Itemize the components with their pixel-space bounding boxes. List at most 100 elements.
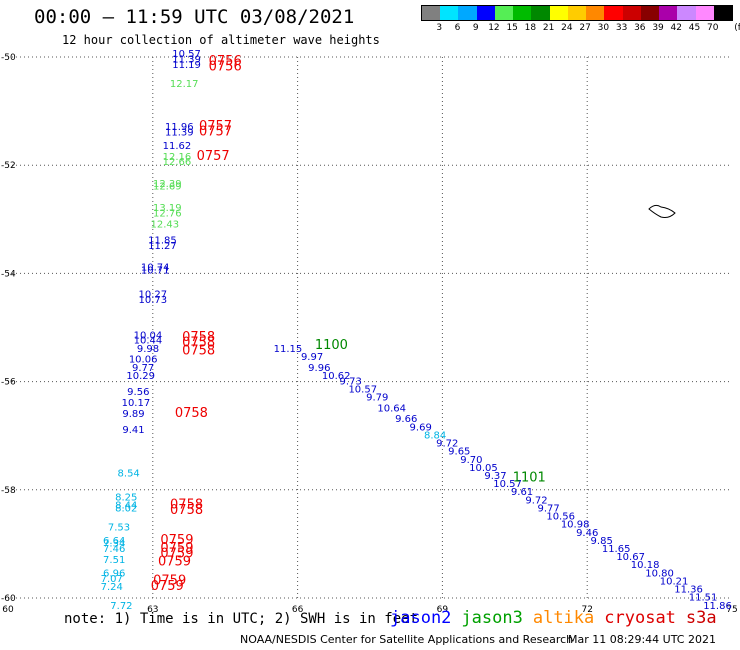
wave-height-label: 9.96 xyxy=(308,363,330,374)
wave-height-label: 11.65 xyxy=(602,544,631,555)
chart-title: 00:00 — 11:59 UTC 03/08/2021 xyxy=(34,6,355,28)
time-label: 0759 xyxy=(151,579,184,594)
legend-swatch xyxy=(622,6,641,20)
wave-height-label: 10.57 xyxy=(493,479,522,490)
wave-height-label: 9.69 xyxy=(410,422,432,433)
legend-label: 3 xyxy=(436,23,443,33)
time-label: 0759 xyxy=(153,573,186,588)
wave-height-label: 7.51 xyxy=(103,555,125,566)
wave-height-label: 11.15 xyxy=(274,344,303,355)
wave-height-label: 9.46 xyxy=(576,528,598,539)
legend-label: 36 xyxy=(634,23,646,33)
legend-swatch xyxy=(549,6,568,20)
wave-height-label: 9.72 xyxy=(436,439,458,450)
wave-height-label: 7.53 xyxy=(108,522,130,533)
wave-height-label: 10.98 xyxy=(561,520,590,531)
wave-height-label: 9.65 xyxy=(448,447,470,458)
wave-height-label: 7.46 xyxy=(103,544,125,555)
wave-height-label: 11.39 xyxy=(172,54,201,65)
wave-height-label: 9.97 xyxy=(301,352,323,363)
satellite-name: cryosat xyxy=(604,608,676,628)
legend-swatch xyxy=(713,6,732,20)
legend-swatch xyxy=(422,6,441,20)
time-label: 1101 xyxy=(513,471,546,486)
wave-height-label: 10.71 xyxy=(141,265,170,276)
legend-label: 27 xyxy=(579,23,591,33)
time-label: 0758 xyxy=(170,503,203,518)
satellite-name: altika xyxy=(532,608,595,628)
wave-height-label: 12.39 xyxy=(153,179,182,190)
wave-height-label: 9.72 xyxy=(525,495,547,506)
x-tick-label: 69 xyxy=(437,605,449,615)
wave-height-label: 9.98 xyxy=(137,344,159,355)
wave-height-label: 12.76 xyxy=(153,209,182,220)
y-tick-label: -52 xyxy=(1,161,16,171)
wave-height-label: 11.96 xyxy=(165,122,194,133)
wave-height-label: 8.02 xyxy=(115,503,137,514)
legend-label: 39 xyxy=(652,23,664,33)
legend-label: 21 xyxy=(542,23,555,33)
wave-height-label: 10.21 xyxy=(660,576,689,587)
legend-label: 24 xyxy=(561,23,573,33)
time-label: 0758 xyxy=(170,498,203,513)
wave-height-label: 10.80 xyxy=(645,568,674,579)
wave-height-label: 10.74 xyxy=(141,263,170,274)
x-tick-label: 72 xyxy=(581,605,592,615)
wave-height-label: 10.17 xyxy=(122,398,151,409)
time-label: 0756 xyxy=(209,54,242,69)
time-label: 0759 xyxy=(160,546,193,561)
time-label: 0759 xyxy=(158,555,191,570)
legend-swatch xyxy=(458,6,477,20)
wave-height-label: 11.51 xyxy=(689,593,718,604)
wave-height-label: 12.69 xyxy=(153,182,182,193)
time-label: 0758 xyxy=(182,344,215,359)
wave-height-label: 10.57 xyxy=(172,49,201,60)
wave-height-label: 10.56 xyxy=(546,512,575,523)
wave-height-label: 10.05 xyxy=(469,463,498,474)
wave-height-label: 6.96 xyxy=(103,568,125,579)
generated-timestamp: Mar 11 08:29:44 UTC 2021 xyxy=(568,633,716,646)
wave-height-label: 10.62 xyxy=(322,371,351,382)
time-label: 0758 xyxy=(182,335,215,350)
wave-height-label: 9.89 xyxy=(122,409,144,420)
legend-label: 9 xyxy=(472,23,479,33)
wave-height-label: 12.43 xyxy=(151,219,180,230)
wave-height-label: 10.29 xyxy=(126,371,155,382)
wave-height-label: 7.07 xyxy=(101,574,123,585)
wave-height-label: 9.70 xyxy=(460,455,482,466)
time-label: 0758 xyxy=(175,406,208,421)
wave-height-label: 12.17 xyxy=(170,79,199,90)
wave-height-label: 9.61 xyxy=(511,487,533,498)
legend-swatch xyxy=(440,6,459,20)
legend-swatch xyxy=(640,6,660,20)
wave-height-label: 7.72 xyxy=(110,601,132,612)
time-label: 0757 xyxy=(199,119,232,134)
wave-height-label: 11.36 xyxy=(674,585,703,596)
wave-height-label: 8.84 xyxy=(424,430,446,441)
wave-height-label: 11.39 xyxy=(165,127,194,138)
wave-height-label: 10.18 xyxy=(631,560,660,571)
satellite-legend: jason2 jason3 altika cryosat s3a xyxy=(390,608,717,628)
legend-label: 33 xyxy=(615,23,628,33)
legend-label: 12 xyxy=(488,23,500,33)
y-tick-label: -50 xyxy=(1,53,16,63)
wave-height-label: 9.41 xyxy=(122,425,144,436)
y-tick-label: -58 xyxy=(1,486,16,496)
wave-height-label: 7.34 xyxy=(103,539,125,550)
wave-height-label: 10.27 xyxy=(138,290,167,301)
wave-height-label: 9.79 xyxy=(366,393,388,404)
wave-height-label: 10.67 xyxy=(616,552,645,563)
x-tick-label: 75 xyxy=(726,605,737,615)
wave-height-label: 10.73 xyxy=(138,295,167,306)
color-scale-bar xyxy=(421,5,733,21)
wave-height-label: 8.25 xyxy=(115,493,137,504)
time-label: 0757 xyxy=(199,124,232,139)
chart-subtitle: 12 hour collection of altimeter wave hei… xyxy=(62,33,380,47)
x-tick-label: 63 xyxy=(147,605,158,615)
legend-unit: (ft) xyxy=(734,23,740,33)
legend-swatch xyxy=(531,6,550,20)
wave-height-label: 12.66 xyxy=(163,157,192,168)
wave-height-label: 10.44 xyxy=(134,336,163,347)
